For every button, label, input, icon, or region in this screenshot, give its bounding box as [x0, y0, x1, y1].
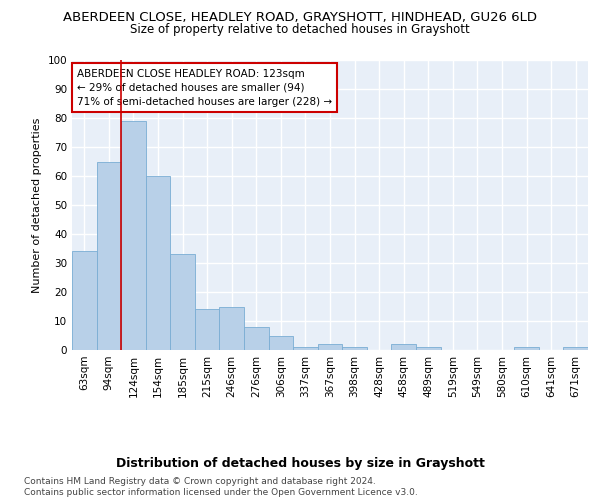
Bar	[121, 121, 146, 350]
Bar	[416, 347, 440, 350]
Y-axis label: Number of detached properties: Number of detached properties	[32, 118, 42, 292]
Bar	[244, 327, 269, 350]
Bar	[97, 162, 121, 350]
Bar	[269, 336, 293, 350]
Bar	[563, 347, 588, 350]
Bar	[72, 252, 97, 350]
Bar	[318, 344, 342, 350]
Text: Contains HM Land Registry data © Crown copyright and database right 2024.
Contai: Contains HM Land Registry data © Crown c…	[24, 478, 418, 497]
Bar	[195, 310, 220, 350]
Text: Size of property relative to detached houses in Grayshott: Size of property relative to detached ho…	[130, 22, 470, 36]
Bar	[391, 344, 416, 350]
Bar	[146, 176, 170, 350]
Text: Distribution of detached houses by size in Grayshott: Distribution of detached houses by size …	[116, 458, 484, 470]
Bar	[170, 254, 195, 350]
Bar	[220, 306, 244, 350]
Bar	[293, 347, 318, 350]
Bar	[342, 347, 367, 350]
Bar	[514, 347, 539, 350]
Text: ABERDEEN CLOSE HEADLEY ROAD: 123sqm
← 29% of detached houses are smaller (94)
71: ABERDEEN CLOSE HEADLEY ROAD: 123sqm ← 29…	[77, 68, 332, 106]
Text: ABERDEEN CLOSE, HEADLEY ROAD, GRAYSHOTT, HINDHEAD, GU26 6LD: ABERDEEN CLOSE, HEADLEY ROAD, GRAYSHOTT,…	[63, 11, 537, 24]
